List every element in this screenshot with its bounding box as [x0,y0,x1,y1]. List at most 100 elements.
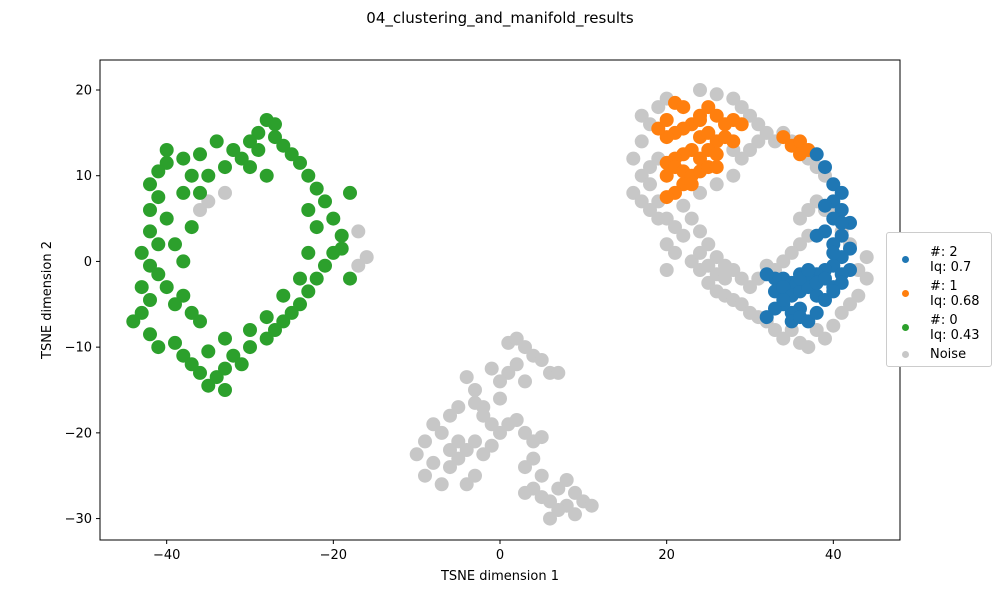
point-series-2-49 [309,181,324,196]
point-series-3-0 [634,108,649,123]
point-series-2-56 [343,185,357,200]
point-series-3-75 [718,258,732,273]
point-series-2-5 [209,134,224,149]
point-series-3-85 [743,143,757,157]
x-tick-label: −40 [153,548,180,563]
point-series-3-30 [659,237,674,252]
point-series-3-153 [451,434,466,449]
point-series-1-39 [793,147,807,162]
point-series-3-63 [801,203,816,217]
point-series-3-54 [851,288,866,303]
point-series-2-74 [201,344,216,359]
y-tick-label: 0 [84,255,92,270]
point-series-0-25 [776,280,791,295]
point-series-2-26 [168,335,182,350]
point-series-3-94 [359,250,374,265]
point-series-2-70 [251,143,266,157]
point-series-3-139 [518,485,532,500]
point-series-2-80 [309,220,324,235]
point-series-3-127 [476,447,491,462]
point-series-2-17 [134,245,149,260]
point-series-2-28 [184,357,199,372]
point-series-3-95 [351,258,366,273]
point-series-2-77 [276,288,291,303]
point-series-2-48 [318,194,332,209]
point-series-0-32 [834,275,849,290]
point-series-2-38 [268,323,282,337]
point-series-0-2 [826,177,841,192]
point-series-2-60 [193,314,207,329]
legend-label-noise: Noise [930,347,967,362]
point-series-2-21 [143,293,157,307]
point-series-0-30 [818,293,832,307]
point-series-3-105 [551,365,566,380]
point-series-3-109 [484,361,499,376]
point-series-2-23 [126,314,141,329]
point-series-3-93 [351,224,366,239]
point-series-2-81 [301,203,316,217]
point-series-2-15 [143,224,157,239]
x-axis-label: TSNE dimension 1 [440,569,559,584]
point-series-3-82 [709,177,724,192]
y-axis: −30 −20 −10 0 10 20 [65,84,100,527]
point-series-2-75 [243,323,257,337]
point-series-3-157 [468,383,482,397]
point-series-0-1 [818,160,832,175]
point-series-0-42 [809,305,824,320]
point-series-1-26 [659,168,674,183]
point-series-3-8 [743,108,757,123]
x-tick-label: −20 [320,548,347,563]
point-series-3-101 [518,340,532,355]
point-series-2-78 [293,271,307,286]
point-series-3-78 [693,224,707,239]
x-tick-label: 40 [825,548,842,563]
point-series-1-35 [776,130,791,145]
point-series-3-73 [734,271,749,286]
point-series-3-28 [668,220,682,235]
legend-marker-cluster-1 [902,290,909,297]
point-series-2-36 [243,340,257,355]
point-series-3-115 [443,408,457,423]
point-series-1-33 [709,160,724,175]
point-series-0-5 [834,203,849,217]
point-series-2-24 [143,327,157,342]
point-series-2-47 [326,211,341,226]
point-series-3-77 [701,237,716,252]
point-series-3-45 [776,331,791,346]
point-series-0-23 [759,267,774,282]
point-series-3-25 [643,203,657,217]
point-series-2-73 [218,331,232,346]
point-series-2-82 [176,185,191,200]
point-series-3-151 [459,477,474,492]
point-series-3-117 [434,425,449,440]
point-series-2-51 [293,155,307,170]
point-series-3-112 [451,400,466,415]
point-series-0-46 [818,271,832,286]
point-series-2-66 [193,185,207,200]
point-series-2-57 [334,241,349,256]
point-series-3-51 [826,318,841,333]
point-series-2-37 [259,331,274,346]
point-series-2-29 [193,365,207,380]
point-series-2-18 [143,258,157,273]
point-series-2-50 [301,168,316,183]
point-series-2-22 [134,305,149,320]
point-series-0-0 [809,147,824,162]
point-series-3-136 [518,460,532,475]
point-series-1-40 [684,177,699,192]
point-series-3-121 [418,468,432,483]
point-series-3-49 [809,323,824,337]
point-series-3-48 [801,340,816,355]
point-series-2-62 [159,280,174,295]
x-tick-label: 20 [658,548,675,563]
point-series-2-71 [243,160,257,175]
point-series-2-11 [143,177,157,192]
point-series-3-22 [634,168,649,183]
point-series-0-44 [793,271,807,286]
legend-marker-noise [902,351,909,358]
point-series-3-50 [818,331,832,346]
y-tick-label: 10 [75,169,92,184]
point-series-2-52 [284,147,299,162]
point-series-0-49 [809,228,824,243]
point-series-3-97 [193,203,207,217]
